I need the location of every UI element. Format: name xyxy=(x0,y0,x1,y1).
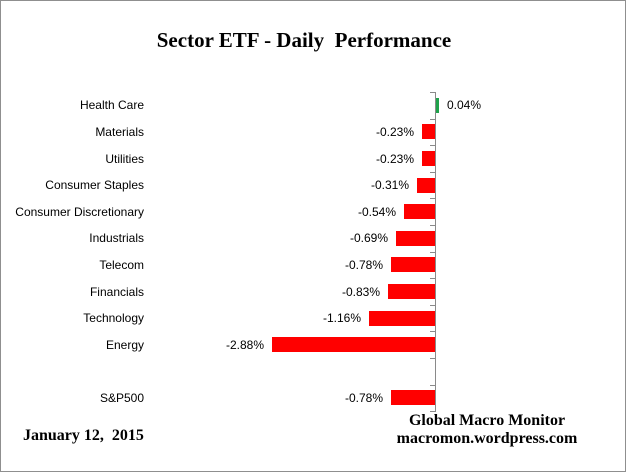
axis-tick xyxy=(430,385,436,386)
axis-tick xyxy=(430,145,436,146)
bar xyxy=(391,390,435,405)
value-label: -0.54% xyxy=(357,205,396,219)
bar xyxy=(369,311,435,326)
bar xyxy=(422,151,435,166)
date-label: January 12, 2015 xyxy=(23,427,144,444)
axis-tick xyxy=(430,172,436,173)
category-label: Utilities xyxy=(105,152,144,166)
category-label: Financials xyxy=(89,285,144,299)
bar xyxy=(436,98,439,113)
axis-tick xyxy=(430,119,436,120)
category-label: Telecom xyxy=(99,258,144,272)
axis-tick xyxy=(430,331,436,332)
bar xyxy=(417,178,435,193)
attribution: Global Macro Monitor macromon.wordpress.… xyxy=(337,412,625,448)
axis-tick xyxy=(430,358,436,359)
category-label: Materials xyxy=(95,125,144,139)
bar xyxy=(272,337,435,352)
category-label: Industrials xyxy=(89,231,144,245)
attribution-line2: macromon.wordpress.com xyxy=(396,430,578,447)
axis-tick xyxy=(430,278,436,279)
attribution-line1: Global Macro Monitor xyxy=(408,412,566,429)
axis-tick xyxy=(430,411,436,412)
bar xyxy=(404,204,435,219)
axis-tick xyxy=(430,252,436,253)
axis-tick xyxy=(430,198,436,199)
category-label: S&P500 xyxy=(99,391,144,405)
value-label: 0.04% xyxy=(447,98,482,112)
value-label: -1.16% xyxy=(322,311,361,325)
category-label: Consumer Staples xyxy=(45,178,144,192)
axis-tick xyxy=(430,305,436,306)
value-label: -0.78% xyxy=(344,391,383,405)
category-label: Health Care xyxy=(79,98,144,112)
axis-tick xyxy=(430,92,436,93)
axis-tick xyxy=(430,225,436,226)
value-label: -2.88% xyxy=(225,338,264,352)
bar xyxy=(422,124,435,139)
category-label: Consumer Discretionary xyxy=(15,205,144,219)
chart-title: Sector ETF - Daily Performance xyxy=(156,28,452,52)
bar xyxy=(388,284,435,299)
category-label: Technology xyxy=(83,311,144,325)
bar xyxy=(391,257,435,272)
value-label: -0.23% xyxy=(375,125,414,139)
value-label: -0.23% xyxy=(375,152,414,166)
value-label: -0.83% xyxy=(341,285,380,299)
value-label: -0.31% xyxy=(370,178,409,192)
category-label: Energy xyxy=(105,338,144,352)
value-label: -0.78% xyxy=(344,258,383,272)
value-axis-line xyxy=(435,92,436,411)
bar xyxy=(396,231,435,246)
value-label: -0.69% xyxy=(349,231,388,245)
